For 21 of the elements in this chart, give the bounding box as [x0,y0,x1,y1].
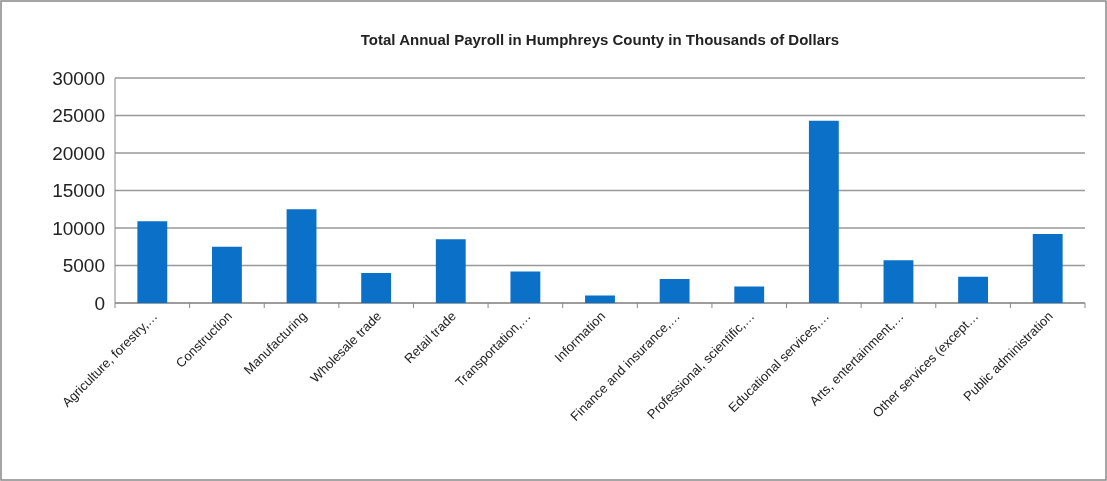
chart-title: Total Annual Payroll in Humphreys County in Thousands of Dollars [360,31,840,48]
bar [212,246,242,303]
y-tick-label: 25000 [52,105,105,127]
bar [361,273,392,303]
bar [585,295,615,303]
bar [510,271,541,303]
bar [734,286,765,303]
bar [137,221,168,303]
bar [435,239,466,303]
y-tick-label: 5000 [62,255,105,277]
y-tick-label: 15000 [52,180,105,202]
bar [286,209,317,303]
y-tick-label: 30000 [52,67,105,89]
y-tick-label: 10000 [52,217,105,239]
bar [659,279,690,303]
bar [883,260,914,303]
y-tick-label: 0 [94,292,105,314]
y-tick-label: 20000 [52,142,105,164]
bar [958,276,988,303]
bar [1032,234,1063,303]
bar [808,120,839,303]
